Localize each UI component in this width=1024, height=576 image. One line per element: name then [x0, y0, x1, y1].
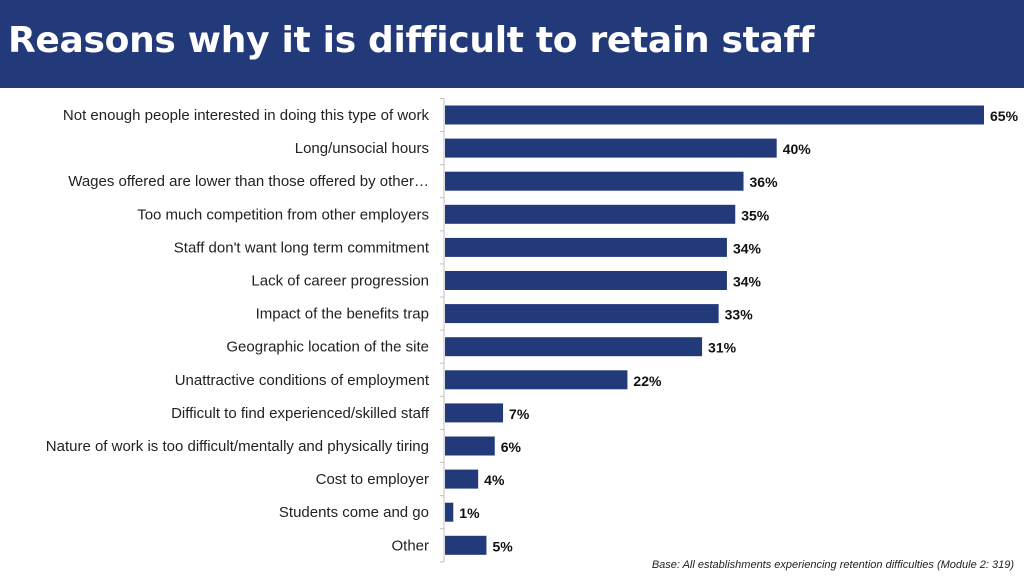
bar	[445, 304, 719, 324]
category-label: Nature of work is too difficult/mentally…	[46, 438, 429, 455]
bars	[445, 105, 984, 555]
value-label: 34%	[733, 240, 762, 256]
page-title: Reasons why it is difficult to retain st…	[8, 20, 815, 61]
value-label: 1%	[459, 505, 480, 521]
category-label: Other	[391, 537, 429, 554]
category-label: Staff don't want long term commitment	[174, 239, 430, 256]
bar	[445, 403, 504, 423]
bar	[445, 502, 454, 522]
bar	[445, 138, 777, 158]
category-label: Cost to employer	[316, 471, 429, 488]
bar	[445, 271, 727, 290]
base-note: Base: All establishments experiencing re…	[651, 559, 1014, 571]
category-label: Wages offered are lower than those offer…	[68, 173, 429, 190]
bar	[445, 337, 703, 357]
value-label: 22%	[633, 373, 662, 389]
category-label: Unattractive conditions of employment	[175, 372, 430, 389]
category-label: Too much competition from other employer…	[137, 206, 429, 223]
category-label: Students come and go	[279, 504, 429, 521]
bar	[445, 370, 628, 390]
category-label: Long/unsocial hours	[295, 140, 429, 157]
bar	[445, 105, 984, 125]
value-label: 40%	[783, 141, 812, 157]
value-labels: 65% 40% 36% 35% 34% 34% 33% 31% 22% 7% 6% 4% 1% 5%	[459, 108, 1018, 554]
category-label: Lack of career progression	[251, 273, 429, 290]
value-label: 4%	[484, 472, 505, 488]
category-label: Geographic location of the site	[226, 339, 429, 356]
value-label: 35%	[741, 207, 770, 223]
value-label: 6%	[501, 439, 522, 455]
bar	[445, 436, 495, 456]
category-labels: Not enough people interested in doing th…	[46, 107, 430, 554]
bar	[445, 204, 736, 224]
value-label: 36%	[750, 174, 779, 190]
category-label: Difficult to find experienced/skilled st…	[171, 405, 430, 422]
category-label: Not enough people interested in doing th…	[63, 107, 430, 124]
header-bar: Reasons why it is difficult to retain st…	[0, 0, 1024, 88]
bar	[445, 535, 487, 555]
axis-ticks	[440, 97, 444, 563]
value-label: 33%	[725, 307, 754, 323]
bar	[445, 171, 744, 191]
bar	[445, 469, 479, 489]
value-label: 31%	[708, 340, 737, 356]
value-label: 5%	[492, 538, 513, 554]
category-label: Impact of the benefits trap	[256, 306, 429, 323]
bar	[445, 237, 727, 257]
value-label: 7%	[509, 406, 530, 422]
value-label: 65%	[990, 108, 1019, 124]
value-label: 34%	[733, 274, 762, 290]
